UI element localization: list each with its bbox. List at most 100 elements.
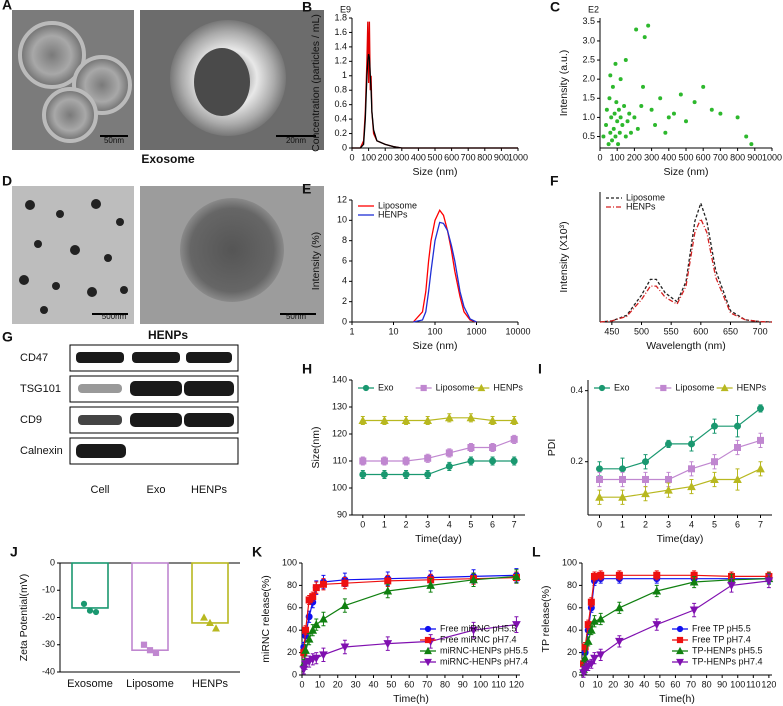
- marker: [212, 624, 220, 632]
- marker: [340, 643, 350, 652]
- legend-label: HENPs: [493, 382, 523, 392]
- marker: [596, 475, 603, 483]
- x-tick-label: 0: [597, 152, 602, 162]
- y-tick-label: 1.5: [582, 93, 595, 103]
- x-tick-label: 500: [427, 152, 442, 162]
- marker: [676, 646, 684, 655]
- marker: [467, 457, 475, 465]
- y-axis-label: Intensity (X10³): [558, 221, 570, 292]
- protein-label: CD9: [20, 414, 42, 426]
- x-tick-label: 500: [678, 152, 693, 162]
- legend-label: Liposome: [436, 382, 475, 392]
- x-tick-label: 550: [664, 326, 679, 336]
- marker: [402, 457, 410, 465]
- point: [623, 134, 628, 139]
- marker: [489, 457, 497, 465]
- marker: [341, 579, 349, 587]
- x-tick-label: 50: [655, 679, 665, 689]
- point: [632, 115, 637, 120]
- y-tick-label: 140: [332, 374, 347, 384]
- point: [628, 130, 633, 135]
- marker: [653, 571, 661, 579]
- x-tick-label: 200: [378, 152, 393, 162]
- y-axis-label: Intensity (a.u.): [558, 50, 570, 117]
- point: [615, 119, 620, 124]
- panel-label: D: [2, 173, 12, 189]
- x-tick-label: 300: [394, 152, 409, 162]
- marker: [710, 474, 719, 483]
- marker: [688, 465, 695, 473]
- marker: [676, 636, 684, 644]
- x-tick-label: 600: [696, 152, 711, 162]
- x-tick-label: 90: [458, 679, 468, 689]
- point: [692, 100, 697, 105]
- y-tick-label: 80: [567, 580, 577, 590]
- marker: [152, 649, 160, 657]
- marker: [469, 626, 478, 635]
- bar: [191, 562, 229, 624]
- marker: [652, 621, 662, 630]
- protein-label: Calnexin: [20, 445, 63, 457]
- y-tick-label: 20: [287, 647, 297, 657]
- x-tick-label: 30: [624, 679, 634, 689]
- series-line: [599, 468, 761, 498]
- y-tick-label: 6: [342, 255, 347, 265]
- point: [610, 84, 615, 89]
- x-tick-label: 10: [388, 326, 398, 336]
- marker: [489, 444, 497, 451]
- x-tick-label: 800: [477, 152, 492, 162]
- x-tick-label: 4: [447, 519, 452, 529]
- x-axis-label: Time(h): [393, 693, 429, 705]
- point: [744, 134, 749, 139]
- marker: [206, 618, 214, 627]
- legend-label: miRNC-HENPs pH5.5: [440, 645, 528, 655]
- point: [625, 119, 630, 124]
- marker: [467, 444, 475, 451]
- legend-label: TP-HENPs pH5.5: [692, 645, 763, 655]
- point: [616, 107, 621, 112]
- x-tick-label: 90: [717, 679, 727, 689]
- point: [604, 123, 609, 128]
- marker: [595, 492, 604, 501]
- y-tick-label: 2.0: [582, 74, 595, 84]
- marker: [615, 637, 624, 646]
- y-tick-label: 1.2: [334, 56, 347, 66]
- point: [718, 111, 723, 116]
- series-line: [362, 438, 515, 462]
- marker: [689, 606, 699, 615]
- marker: [590, 572, 598, 580]
- marker: [424, 625, 432, 633]
- legend-label: Liposome: [378, 200, 417, 210]
- marker: [359, 471, 367, 478]
- series-line: [599, 217, 773, 323]
- y-tick-label: 40: [567, 625, 577, 635]
- panel-label: H: [302, 361, 312, 377]
- marker: [302, 626, 310, 634]
- point: [612, 111, 617, 116]
- marker: [510, 435, 518, 443]
- x-tick-label: 80: [440, 679, 450, 689]
- y-tick-label: 40: [287, 625, 297, 635]
- x-tick-label: 10: [315, 679, 325, 689]
- x-tick-label: 500: [634, 326, 649, 336]
- legend-label: HENPs: [737, 382, 767, 392]
- point: [671, 111, 676, 116]
- panel-label: E: [302, 181, 311, 197]
- y-tick-label: 3.0: [582, 35, 595, 45]
- marker: [596, 651, 606, 660]
- legend-label: Free miRNC pH5.5: [440, 623, 517, 633]
- x-axis-label: Time(day): [415, 533, 462, 545]
- point: [608, 130, 613, 135]
- marker: [445, 449, 453, 457]
- point: [642, 35, 647, 40]
- y-tick-label: 2: [342, 296, 347, 306]
- marker: [590, 616, 599, 625]
- scale-bar-label: 20nm: [286, 136, 306, 145]
- x-tick-label: 20: [608, 679, 618, 689]
- legend-label: Exo: [614, 382, 630, 392]
- x-tick-label: 700: [753, 326, 768, 336]
- x-axis-label: Wavelength (nm): [646, 340, 726, 352]
- point: [610, 138, 615, 143]
- x-tick-label: 1: [382, 519, 387, 529]
- marker: [597, 571, 605, 579]
